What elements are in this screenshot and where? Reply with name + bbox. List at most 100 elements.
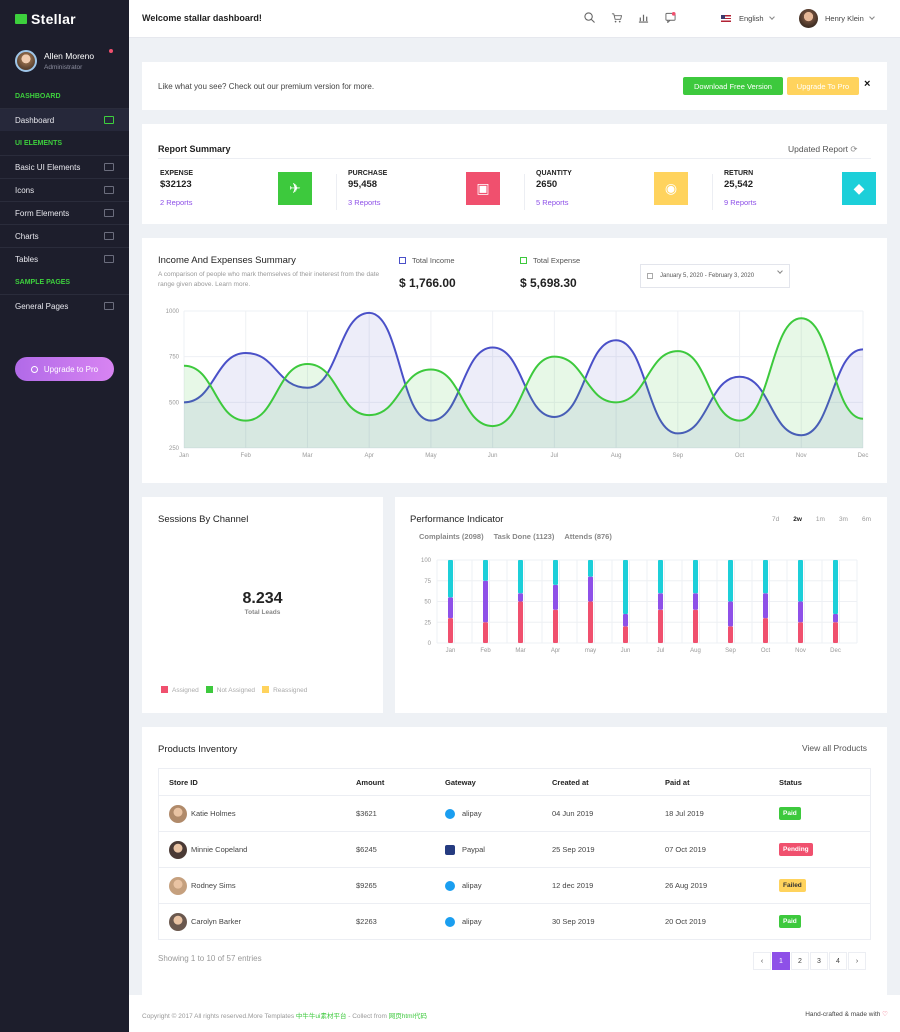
user-menu[interactable]: Henry Klein <box>799 9 875 28</box>
calendar-icon <box>647 273 653 279</box>
store-cell: Carolyn Barker <box>169 912 241 931</box>
divider <box>336 174 337 210</box>
diamond-icon: ◆ <box>842 172 876 205</box>
date-range-picker[interactable]: January 5, 2020 - February 3, 2020 <box>640 264 790 288</box>
bar-segment <box>553 560 558 585</box>
legend-swatch <box>520 257 527 264</box>
table-row[interactable]: Rodney Sims $9265 alipay 12 dec 2019 26 Aug … <box>159 867 870 903</box>
x-tick-label: Nov <box>795 648 806 654</box>
alipay-icon <box>445 808 455 819</box>
column-header[interactable]: Status <box>779 777 802 787</box>
upgrade-label: Upgrade to Pro <box>43 364 99 374</box>
bar-segment <box>483 622 488 643</box>
globe-icon <box>104 186 114 194</box>
sidebar-item-tables[interactable]: Tables <box>0 247 129 270</box>
status-cell: Paid <box>779 807 801 820</box>
updated-report-link[interactable]: Updated Report ⟳ <box>788 144 858 155</box>
bar-segment <box>588 576 593 602</box>
stat-reports-link[interactable]: 2 Reports <box>160 198 193 207</box>
range-tab-1m[interactable]: 1m <box>815 516 825 523</box>
upgrade-pro-button[interactable]: Upgrade to Pro <box>15 357 114 381</box>
sidebar-item-label: Basic UI Elements <box>15 162 81 172</box>
sidebar-item-dashboard[interactable]: Dashboard <box>0 108 129 131</box>
footer-link[interactable]: 中牛牛ui素材平台 <box>295 1013 347 1020</box>
x-tick-label: Mar <box>515 648 525 654</box>
range-tab-2w[interactable]: 2w <box>793 516 802 523</box>
sidebar-menu: DASHBOARD Dashboard UI ELEMENTS Basic UI El… <box>0 86 129 317</box>
x-tick-label: Oct <box>735 453 745 459</box>
status-badge: Paid <box>779 807 801 820</box>
sidebar-item-basic-ui-elements[interactable]: Basic UI Elements <box>0 155 129 178</box>
legend-swatch <box>205 686 213 693</box>
bar-segment <box>763 618 768 643</box>
page-3-button[interactable]: 3 <box>810 952 828 970</box>
performance-stat: Task Done (1123) <box>493 532 555 541</box>
sidebar-section-title: SAMPLE PAGES <box>15 279 71 286</box>
profile-name: Allen Moreno <box>44 51 95 61</box>
bar-segment <box>588 601 593 643</box>
download-free-button[interactable]: Download Free Version <box>683 77 783 95</box>
bar-segment <box>728 601 733 627</box>
language-selector[interactable]: English <box>721 14 775 23</box>
search-icon[interactable] <box>584 12 595 23</box>
sidebar-item-general-pages[interactable]: General Pages <box>0 294 129 317</box>
total-leads-value: 8.234 <box>242 590 283 607</box>
logo-icon <box>15 14 27 24</box>
legend-total-income: Total Income <box>399 256 455 265</box>
y-tick-label: 0 <box>428 641 432 647</box>
legend-total-expense: Total Expense <box>520 256 580 265</box>
table-row[interactable]: Carolyn Barker $2263 alipay 30 Sep 2019 20 O… <box>159 903 870 939</box>
range-tab-3m[interactable]: 3m <box>838 516 848 523</box>
legend-label: Total Income <box>412 256 455 265</box>
performance-chart: 0 25 50 75 100 Jan Feb Mar Apr may Jun Jul Aug Sep Oct… <box>421 558 858 654</box>
stat-reports-link[interactable]: 9 Reports <box>724 198 757 207</box>
prev-page-button[interactable]: ‹ <box>753 952 771 970</box>
cart-icon[interactable] <box>611 12 622 23</box>
products-inventory-card: Products Inventory View all Products Sto… <box>142 727 887 995</box>
sidebar-item-form-elements[interactable]: Form Elements <box>0 201 129 224</box>
brand[interactable]: Stellar <box>0 0 129 38</box>
sidebar-item-icons[interactable]: Icons <box>0 178 129 201</box>
column-header[interactable]: Gateway <box>445 777 476 787</box>
bar-segment <box>763 560 768 594</box>
bar-chart-icon[interactable] <box>638 12 649 23</box>
page-1-button[interactable]: 1 <box>772 952 790 970</box>
column-header[interactable]: Paid at <box>665 777 690 787</box>
sidebar-item-label: Icons <box>15 185 35 195</box>
y-tick-label: 1000 <box>166 309 180 315</box>
range-tab-7d[interactable]: 7d <box>772 516 780 523</box>
column-header[interactable]: Created at <box>552 777 589 787</box>
page-2-button[interactable]: 2 <box>791 952 809 970</box>
stat-reports-link[interactable]: 5 Reports <box>536 198 569 207</box>
page-4-button[interactable]: 4 <box>829 952 847 970</box>
status-badge: Failed <box>779 879 806 892</box>
bar-segment <box>483 560 488 581</box>
bar-segment <box>518 560 523 594</box>
message-icon[interactable] <box>665 12 676 23</box>
stat-reports-link[interactable]: 3 Reports <box>348 198 381 207</box>
gateway-cell: alipay <box>445 916 482 927</box>
close-icon[interactable]: × <box>864 78 871 90</box>
bar-segment <box>728 560 733 602</box>
promo-text: Like what you see? Check out our premium… <box>158 82 375 91</box>
store-cell: Minnie Copeland <box>169 840 247 859</box>
range-tab-6m[interactable]: 6m <box>861 516 871 523</box>
paid-cell: 20 Oct 2019 <box>665 917 706 926</box>
column-header[interactable]: Store ID <box>169 777 198 787</box>
bulb-icon: ◉ <box>654 172 688 205</box>
table-row[interactable]: Minnie Copeland $6245 Paypal 25 Sep 2019 07 … <box>159 831 870 867</box>
sidebar-item-charts[interactable]: Charts <box>0 224 129 247</box>
table-row[interactable]: Katie Holmes $3621 alipay 04 Jun 2019 18 Jul… <box>159 795 870 831</box>
profile[interactable]: Allen Moreno Administrator <box>0 38 129 84</box>
refresh-icon: ⟳ <box>850 144 858 154</box>
upgrade-to-pro-button[interactable]: Upgrade To Pro <box>787 77 859 95</box>
column-header[interactable]: Amount <box>356 777 385 787</box>
view-all-products-link[interactable]: View all Products <box>802 743 868 753</box>
total-leads-label: Total Leads <box>244 609 281 616</box>
legend-swatch <box>399 257 406 264</box>
next-page-button[interactable]: › <box>848 952 866 970</box>
bar-segment <box>798 622 803 643</box>
legend-label: Assigned <box>172 687 199 694</box>
avatar <box>169 840 187 859</box>
footer-link[interactable]: 网页html代码 <box>388 1013 427 1020</box>
